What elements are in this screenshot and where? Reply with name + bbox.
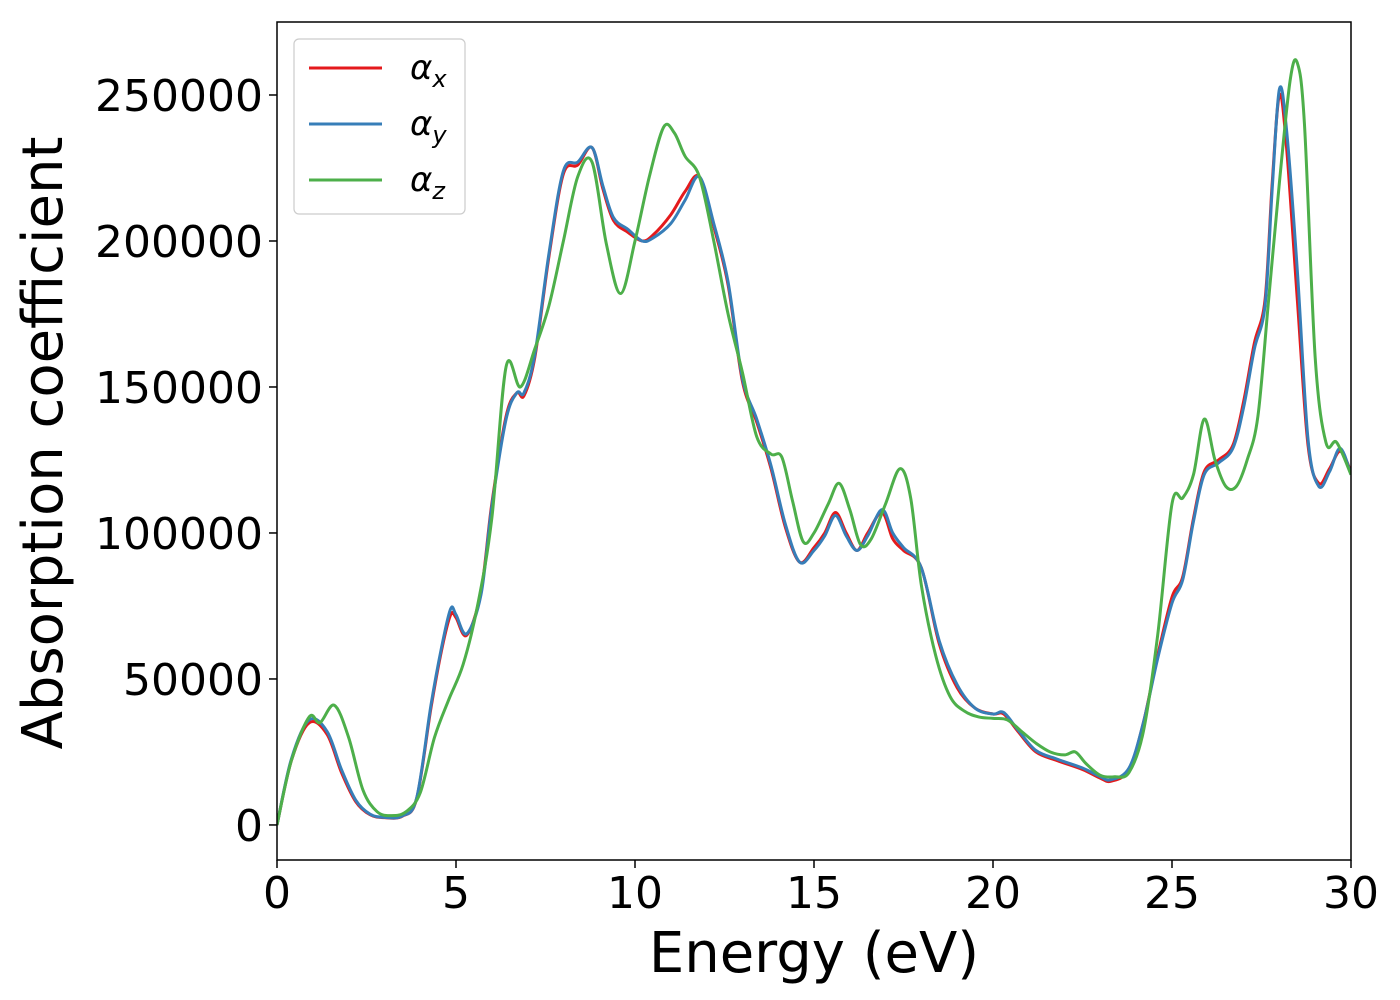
x-tick-label: 0: [263, 868, 291, 919]
legend-label-subscript: z: [431, 177, 446, 205]
y-tick-label: 0: [235, 801, 263, 852]
y-tick-label: 150000: [95, 363, 263, 414]
y-tick-label: 100000: [95, 509, 263, 560]
series-line-alpha-z: [277, 58, 1351, 826]
x-tick-label: 15: [786, 868, 842, 919]
legend-label-symbol: α: [410, 104, 432, 144]
y-axis-ticks: 0 50000 100000 150000 200000 250000: [95, 71, 277, 852]
legend-box: [293, 38, 466, 215]
x-axis-ticks: 0 5 10 15 20 25 30: [263, 860, 1379, 919]
legend-label-symbol: α: [410, 48, 432, 88]
legend-label-alpha-x: αx: [410, 48, 447, 93]
x-tick-label: 25: [1144, 868, 1200, 919]
y-axis-title: Absorption coefficient: [11, 137, 76, 750]
legend-label-subscript: y: [431, 121, 447, 149]
legend-label-alpha-y: αy: [410, 104, 447, 149]
legend-label-alpha-z: αz: [410, 160, 446, 205]
x-tick-label: 30: [1323, 868, 1379, 919]
x-axis-title: Energy (eV): [649, 921, 979, 986]
legend-label-symbol: α: [410, 160, 432, 200]
y-tick-label: 200000: [95, 217, 263, 268]
x-tick-label: 20: [965, 868, 1021, 919]
series-layer: [277, 58, 1351, 826]
y-tick-label: 250000: [95, 71, 263, 122]
x-tick-label: 10: [607, 868, 663, 919]
y-tick-label: 50000: [123, 655, 263, 706]
legend-label-subscript: x: [431, 65, 447, 93]
x-tick-label: 5: [442, 868, 470, 919]
series-line-alpha-y: [277, 85, 1351, 826]
